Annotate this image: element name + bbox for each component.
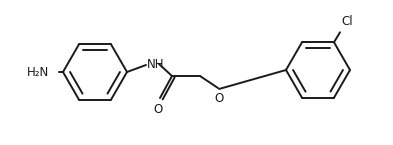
Text: Cl: Cl	[341, 15, 353, 28]
Text: H₂N: H₂N	[27, 66, 49, 78]
Text: O: O	[153, 103, 163, 116]
Text: O: O	[214, 92, 224, 105]
Text: NH: NH	[147, 58, 165, 70]
